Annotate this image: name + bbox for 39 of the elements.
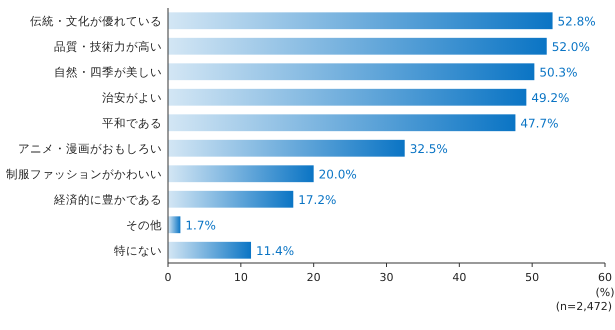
x-tick-label: 0	[164, 271, 172, 284]
bar	[168, 114, 516, 132]
data-label: 11.4%	[256, 244, 294, 258]
y-tick-label: 伝統・文化が優れている	[30, 14, 162, 28]
x-tick-label: 60	[598, 271, 612, 284]
data-label: 1.7%	[185, 218, 216, 232]
y-tick-label: 品質・技術力が高い	[54, 39, 162, 54]
bar	[168, 12, 553, 30]
bar	[168, 38, 547, 55]
y-tick-label: 平和である	[102, 116, 162, 130]
x-tick-label: 40	[452, 271, 466, 284]
data-label: 32.5%	[410, 142, 448, 156]
data-label: 52.8%	[558, 14, 596, 28]
y-tick-label: 自然・四季が美しい	[54, 64, 162, 79]
bar	[168, 88, 526, 106]
data-label: 52.0%	[552, 40, 590, 54]
bar	[168, 242, 252, 259]
data-label: 49.2%	[531, 90, 570, 105]
x-tick-label: 20	[306, 271, 321, 284]
y-tick-label: アニメ・漫画がおもしろい	[18, 141, 162, 156]
y-tick-label: 治安がよい	[102, 90, 162, 104]
data-label: 50.3%	[539, 65, 578, 80]
y-tick-label: その他	[126, 218, 162, 232]
y-tick-label: 制服ファッションがかわいい	[6, 166, 162, 181]
data-label: 20.0%	[318, 167, 357, 182]
bar	[168, 140, 405, 157]
x-tick-label: 50	[525, 271, 540, 284]
bar	[168, 190, 294, 208]
bar	[168, 165, 314, 182]
x-tick-label: 30	[380, 271, 394, 284]
data-label: 17.2%	[298, 192, 336, 207]
y-tick-label: 特にない	[114, 243, 162, 258]
y-tick-label: 経済的に豊かである	[53, 192, 162, 206]
bar	[168, 216, 180, 234]
bar	[168, 63, 534, 80]
x-axis-title: (%)	[595, 286, 615, 299]
data-label: 47.7%	[520, 116, 559, 130]
text: (n=2,472)	[556, 300, 612, 313]
x-tick-label: 10	[234, 271, 248, 284]
